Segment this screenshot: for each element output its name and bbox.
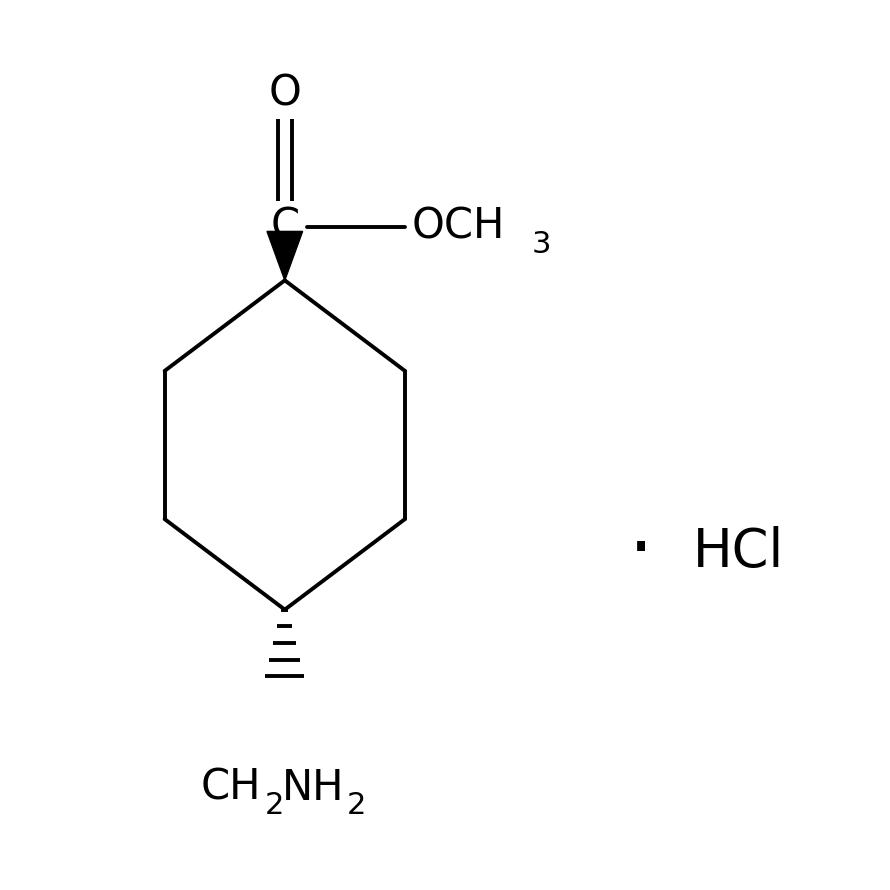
Text: ·: · bbox=[628, 514, 653, 589]
Text: O: O bbox=[269, 72, 301, 115]
Text: 2: 2 bbox=[347, 791, 367, 820]
Text: C: C bbox=[271, 206, 299, 248]
Text: 2: 2 bbox=[264, 791, 284, 820]
Text: NH: NH bbox=[282, 766, 344, 809]
Text: OCH: OCH bbox=[411, 206, 505, 248]
Polygon shape bbox=[267, 231, 303, 280]
Text: CH: CH bbox=[200, 766, 261, 809]
Text: 3: 3 bbox=[531, 231, 551, 259]
Text: HCl: HCl bbox=[693, 526, 784, 578]
